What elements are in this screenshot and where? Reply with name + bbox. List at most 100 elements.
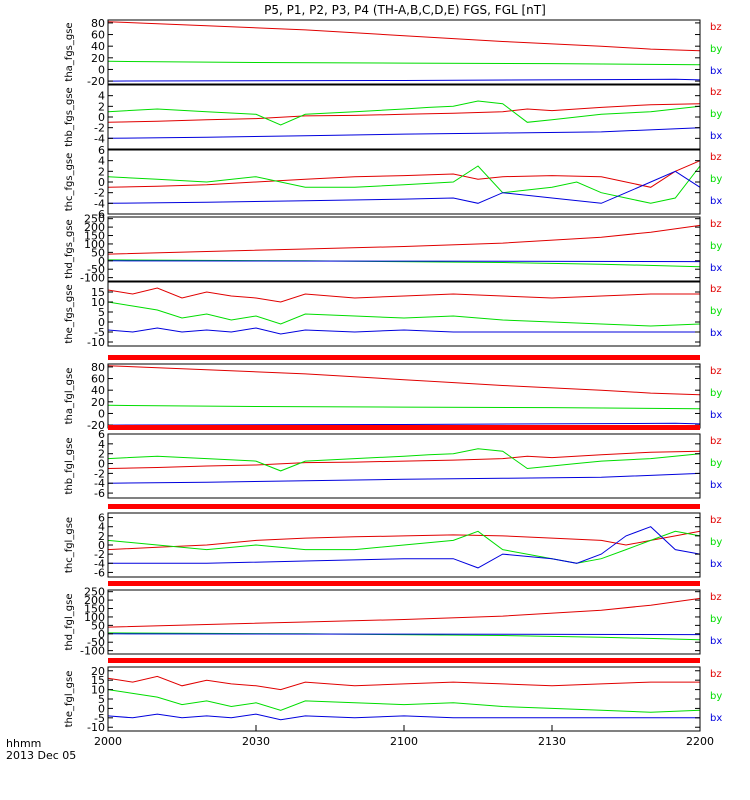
legend-bx: bx bbox=[710, 131, 722, 142]
y-tick-label: -4 bbox=[94, 557, 105, 570]
y-tick-label: 80 bbox=[91, 361, 105, 374]
y-tick-label: 0 bbox=[98, 63, 105, 76]
legend-by: by bbox=[710, 388, 722, 399]
y-tick-label: -20 bbox=[87, 75, 105, 88]
y-tick-label: 40 bbox=[91, 384, 105, 397]
panel-frame bbox=[107, 19, 701, 85]
quality-flag-bar bbox=[108, 355, 700, 360]
legend-by: by bbox=[710, 691, 722, 702]
y-tick-label: 0 bbox=[98, 111, 105, 124]
y-tick-label: 2 bbox=[98, 100, 105, 113]
series-line-by bbox=[107, 689, 701, 713]
y-tick-label: -50 bbox=[87, 636, 105, 649]
y-tick-label: -6 bbox=[94, 208, 105, 221]
series-line-by bbox=[107, 448, 701, 472]
bottom-label-hhmm: hhmm bbox=[6, 737, 41, 750]
y-tick-label: 0 bbox=[98, 407, 105, 420]
y-tick-label: 5 bbox=[98, 306, 105, 319]
y-tick-label: 6 bbox=[98, 512, 105, 525]
y-axis-label: thd_fgs_gse bbox=[64, 219, 75, 278]
panel-frame bbox=[107, 84, 701, 150]
bottom-label-date: 2013 Dec 05 bbox=[6, 749, 76, 762]
chart-title: P5, P1, P2, P3, P4 (TH-A,B,C,D,E) FGS, F… bbox=[264, 3, 546, 17]
legend-bz: bz bbox=[710, 592, 722, 603]
y-tick-label: -50 bbox=[87, 263, 105, 276]
series-line-bz bbox=[107, 103, 701, 123]
x-axis: 2000 2030 2100 2130 2200 bbox=[94, 725, 714, 748]
y-tick-label: 100 bbox=[84, 238, 105, 251]
series-line-bz bbox=[107, 160, 701, 188]
y-tick-label: 6 bbox=[98, 428, 105, 441]
series-line-bx bbox=[107, 78, 701, 82]
legend-by: by bbox=[710, 174, 722, 185]
y-tick-label: -2 bbox=[94, 187, 105, 200]
panel-frame bbox=[107, 281, 701, 347]
series-line-bx bbox=[107, 260, 701, 263]
y-axis-label: thb_fgs_gse bbox=[64, 87, 75, 146]
series-line-by bbox=[107, 60, 701, 66]
series-line-by bbox=[107, 404, 701, 410]
panel-frame bbox=[107, 149, 701, 215]
series-line-bx bbox=[107, 170, 701, 204]
legend-bx: bx bbox=[710, 328, 722, 339]
y-tick-label: 200 bbox=[84, 221, 105, 234]
series-line-by bbox=[107, 100, 701, 126]
legend-bz: bz bbox=[710, 219, 722, 230]
x-tick-label: 2200 bbox=[686, 735, 714, 748]
y-tick-label: 2 bbox=[98, 165, 105, 178]
y-axis-label: the_fgl_gse bbox=[64, 671, 75, 728]
y-tick-label: 60 bbox=[91, 29, 105, 42]
series-line-bx bbox=[107, 633, 701, 636]
y-tick-label: 10 bbox=[91, 684, 105, 697]
y-tick-label: 20 bbox=[91, 52, 105, 65]
y-tick-label: 0 bbox=[98, 702, 105, 715]
panel-frame bbox=[107, 216, 701, 282]
series-line-by bbox=[107, 301, 701, 327]
y-tick-label: 0 bbox=[98, 176, 105, 189]
series-line-bz bbox=[107, 597, 701, 628]
y-tick-label: 100 bbox=[84, 611, 105, 624]
series-line-bz bbox=[107, 530, 701, 551]
y-tick-label: 250 bbox=[84, 586, 105, 599]
series-line-by bbox=[107, 530, 701, 564]
series-line-by bbox=[107, 165, 701, 204]
legend-by: by bbox=[710, 458, 722, 469]
y-tick-label: 150 bbox=[84, 230, 105, 243]
quality-flag-bar bbox=[108, 425, 700, 430]
y-tick-label: 15 bbox=[91, 674, 105, 687]
series-line-bz bbox=[107, 287, 700, 303]
legend-bz: bz bbox=[710, 436, 722, 447]
y-tick-label: 15 bbox=[91, 286, 105, 299]
legend-by: by bbox=[710, 306, 722, 317]
quality-flag-bar bbox=[108, 658, 700, 663]
y-tick-label: 40 bbox=[91, 40, 105, 53]
legend-bx: bx bbox=[710, 713, 722, 724]
series-line-bx bbox=[107, 472, 701, 484]
y-tick-label: 0 bbox=[98, 316, 105, 329]
legend-bz: bz bbox=[710, 152, 722, 163]
series-line-bx bbox=[107, 713, 700, 721]
series-line-bx bbox=[107, 327, 700, 335]
series-line-bz bbox=[107, 450, 701, 469]
y-tick-label: 50 bbox=[91, 619, 105, 632]
series-line-bx bbox=[108, 526, 701, 569]
y-tick-label: 80 bbox=[91, 17, 105, 30]
y-tick-label: -4 bbox=[94, 132, 105, 145]
y-tick-label: 6 bbox=[98, 144, 105, 157]
y-tick-label: -5 bbox=[94, 712, 105, 725]
legend-by: by bbox=[710, 614, 722, 625]
y-tick-label: 4 bbox=[98, 521, 105, 534]
y-tick-label: 5 bbox=[98, 693, 105, 706]
y-tick-label: 0 bbox=[98, 458, 105, 471]
y-tick-label: -10 bbox=[87, 336, 105, 349]
y-tick-label: 60 bbox=[91, 373, 105, 386]
y-tick-label: -6 bbox=[94, 487, 105, 500]
y-tick-label: -6 bbox=[94, 566, 105, 579]
y-tick-label: 20 bbox=[91, 665, 105, 678]
